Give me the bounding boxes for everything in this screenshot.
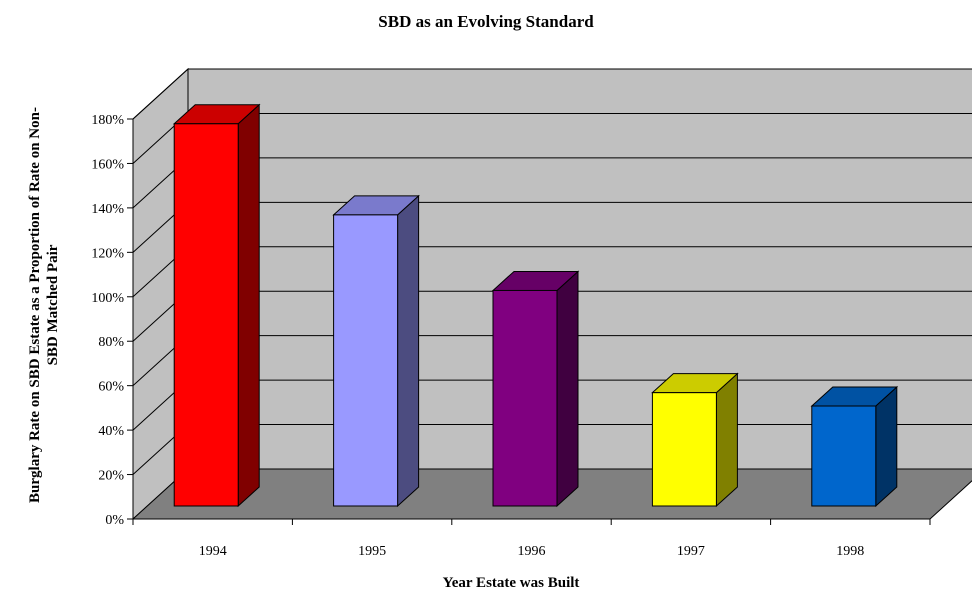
bar-1998	[811, 405, 877, 507]
x-tick-label: 1995	[358, 544, 386, 559]
y-tick-label: 100%	[91, 291, 124, 306]
y-tick-label: 0%	[105, 513, 124, 528]
y-tick-label: 120%	[91, 246, 124, 261]
bar-1994	[173, 123, 239, 507]
x-tick-label: 1996	[518, 544, 546, 559]
y-tick-label: 20%	[98, 469, 124, 484]
y-tick-label: 40%	[98, 424, 124, 439]
axes	[127, 118, 931, 525]
y-tick-label: 180%	[91, 113, 124, 128]
bar-side-1997	[715, 372, 738, 508]
gridline-side	[132, 68, 189, 120]
chart-title: SBD as an Evolving Standard	[378, 12, 594, 31]
bar-side-1996	[556, 270, 579, 508]
y-tick-label: 60%	[98, 380, 124, 395]
bar-1996	[492, 289, 558, 507]
bar-1997	[651, 392, 717, 507]
y-tick-label: 140%	[91, 202, 124, 217]
y-tick-labels: 0% 20% 40% 60% 80% 100% 120% 140% 160% 180%	[91, 113, 124, 528]
x-tick-label: 1998	[836, 544, 864, 559]
x-axis-label: Year Estate was Built	[442, 575, 580, 591]
bar-side-1994	[237, 103, 260, 508]
bar-side-1995	[397, 194, 420, 508]
bar-side-1998	[875, 385, 898, 508]
x-tick-label: 1997	[677, 544, 705, 559]
bar-1995	[333, 214, 399, 507]
bars	[172, 103, 899, 508]
x-tick-labels: 1994 1995 1996 1997 1998	[199, 544, 865, 559]
y-tick-label: 160%	[91, 157, 124, 172]
x-tick-label: 1994	[199, 544, 227, 559]
y-tick-label: 80%	[98, 335, 124, 350]
